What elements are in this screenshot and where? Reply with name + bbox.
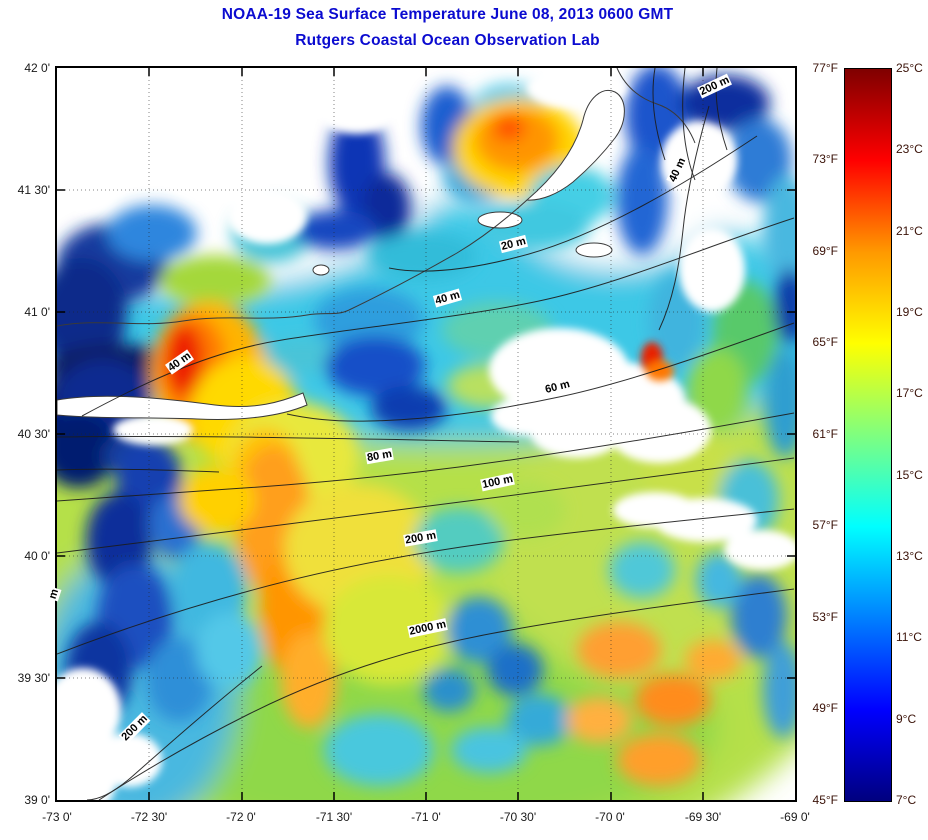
warm-spot: [641, 342, 674, 381]
graticule-grid: [57, 68, 795, 800]
colorbar-c-label: 15°C: [896, 468, 923, 482]
colorbar-c-label: 9°C: [896, 712, 917, 726]
page-subtitle: Rutgers Coastal Ocean Observation Lab: [295, 32, 600, 49]
colorbar-f-label: 49°F: [812, 701, 838, 715]
colorbar-c-label: 7°C: [896, 793, 917, 807]
x-tick-label: -69 30': [684, 810, 722, 824]
y-tick-label: 39 30': [17, 671, 50, 685]
sst-map-svg: [57, 68, 795, 800]
x-tick-label: -73 0': [42, 810, 72, 824]
map-plot-area: [55, 66, 797, 802]
colorbar-f-label: 45°F: [812, 793, 838, 807]
colorbar-c-label: 25°C: [896, 61, 923, 75]
x-tick-label: -70 0': [595, 810, 625, 824]
y-tick-label: 39 0': [24, 793, 50, 807]
coastline-land: [57, 90, 625, 420]
x-tick-label: -70 30': [499, 810, 537, 824]
colorbar-f-label: 77°F: [812, 61, 838, 75]
page-title: NOAA-19 Sea Surface Temperature June 08,…: [221, 6, 674, 23]
y-tick-label: 41 0': [24, 305, 50, 319]
y-tick-label: 41 30': [17, 183, 50, 197]
colorbar-gradient: [844, 68, 892, 802]
colorbar-f-label: 73°F: [812, 152, 838, 166]
bathymetry-contours: [57, 68, 795, 800]
x-tick-label: -71 30': [315, 810, 353, 824]
colorbar-c-label: 13°C: [896, 549, 923, 563]
colorbar-c-label: 17°C: [896, 386, 923, 400]
cloud-mask: [57, 68, 795, 800]
colorbar-c-label: 21°C: [896, 224, 923, 238]
x-tick-label: -72 30': [130, 810, 168, 824]
y-tick-label: 40 0': [24, 549, 50, 563]
colorbar-f-label: 65°F: [812, 335, 838, 349]
colorbar-c-label: 23°C: [896, 142, 923, 156]
colorbar-f-label: 57°F: [812, 518, 838, 532]
x-tick-label: -72 0': [226, 810, 256, 824]
coastline-lines: [57, 68, 696, 327]
colorbar-f-label: 61°F: [812, 427, 838, 441]
colorbar-f-label: 53°F: [812, 610, 838, 624]
x-tick-label: -69 0': [780, 810, 810, 824]
axis-ticks: [57, 68, 795, 800]
colorbar-f-label: 69°F: [812, 244, 838, 258]
y-tick-label: 42 0': [24, 61, 50, 75]
y-tick-label: 40 30': [17, 427, 50, 441]
colorbar-c-label: 11°C: [896, 630, 922, 644]
colorbar-c-label: 19°C: [896, 305, 923, 319]
x-tick-label: -71 0': [411, 810, 441, 824]
